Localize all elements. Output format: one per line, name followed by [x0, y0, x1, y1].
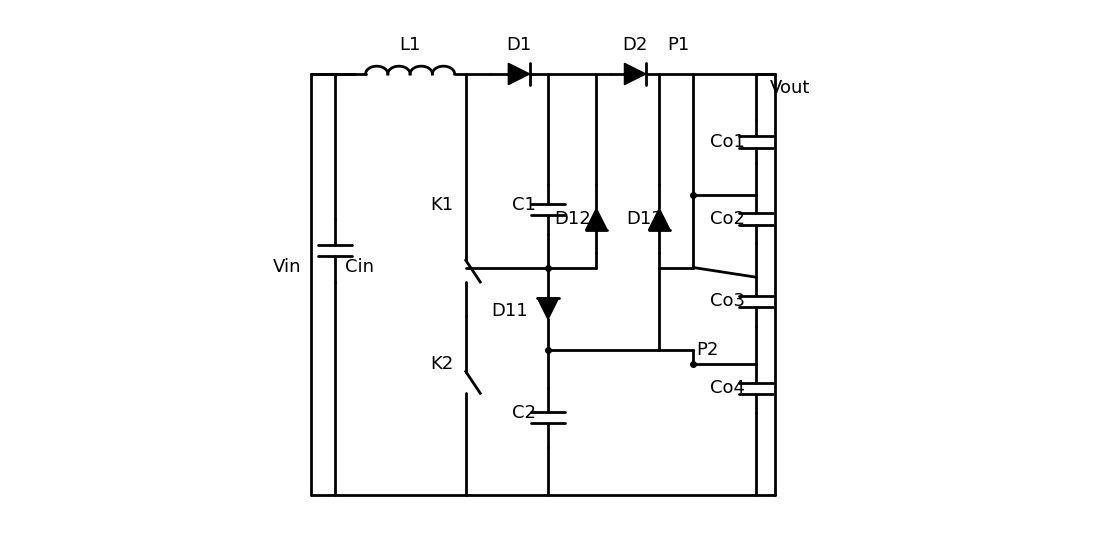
Text: Co4: Co4	[709, 379, 744, 398]
Polygon shape	[585, 209, 607, 230]
Text: Co2: Co2	[709, 210, 744, 228]
Text: D11: D11	[491, 302, 527, 320]
Text: K1: K1	[430, 196, 453, 213]
Text: C2: C2	[512, 403, 536, 422]
Polygon shape	[509, 63, 529, 85]
Text: D1: D1	[506, 36, 532, 54]
Text: D2: D2	[623, 36, 648, 54]
Text: K2: K2	[430, 355, 453, 373]
Text: D13: D13	[627, 210, 663, 228]
Polygon shape	[537, 298, 559, 319]
Text: Co1: Co1	[709, 133, 744, 151]
Text: C1: C1	[512, 196, 536, 213]
Text: Vin: Vin	[273, 258, 301, 277]
Text: Co3: Co3	[709, 292, 744, 310]
Text: L1: L1	[399, 36, 421, 54]
Text: Vout: Vout	[769, 80, 810, 97]
Polygon shape	[625, 63, 646, 85]
Polygon shape	[649, 209, 670, 230]
Text: Cin: Cin	[345, 258, 374, 277]
Text: P2: P2	[696, 341, 719, 359]
Text: P1: P1	[667, 36, 689, 54]
Text: D12: D12	[553, 210, 591, 228]
